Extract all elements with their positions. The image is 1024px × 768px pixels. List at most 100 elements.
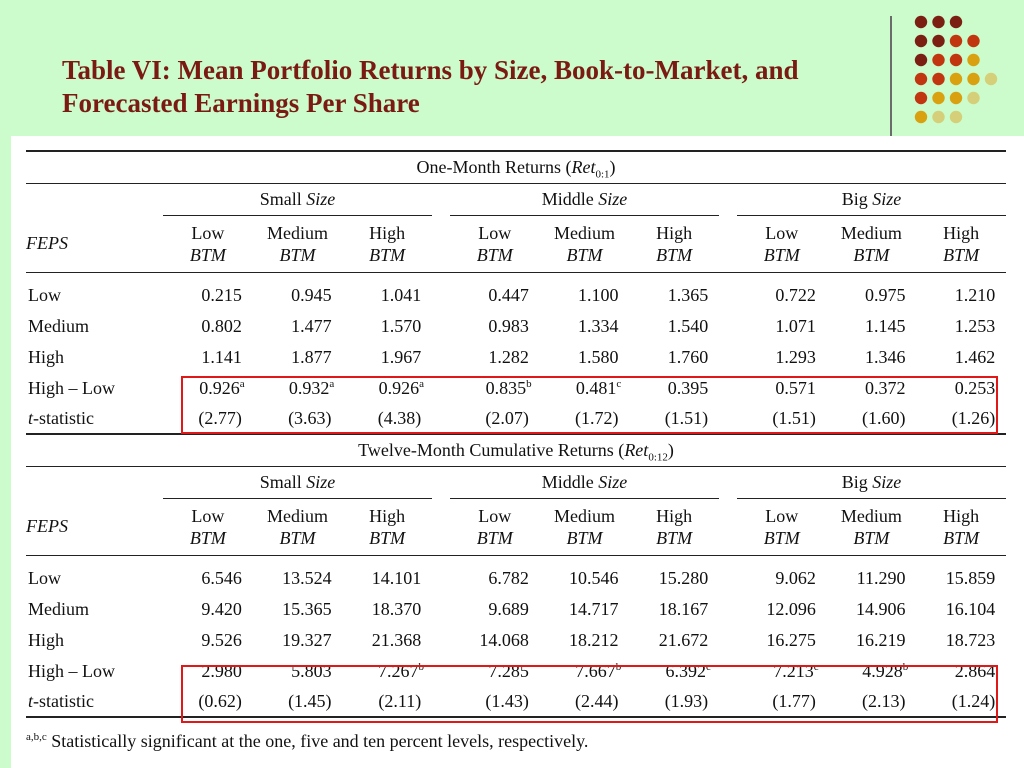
table-cell: 0.447 [450,272,540,311]
significance-mark [529,599,532,611]
significance-mark [708,378,711,390]
btm-column-top: Low [765,222,799,243]
table-cell: 1.253 [916,311,1006,342]
table-cell: (1.26) [916,404,1006,434]
spacer-cell [432,466,450,498]
decorative-dot [949,110,963,124]
decorative-dot [914,91,928,105]
significance-mark [708,568,711,580]
cell-value: 7.213 [773,661,814,681]
btm-header-row: FEPS Low BTM Medium BTM High BTM Low BTM Medium BT… [26,498,1006,556]
significance-mark [242,347,245,359]
significance-mark [816,285,819,297]
btm-column-header: High BTM [342,215,432,273]
btm-column-top: High [369,222,406,243]
cell-value: 10.546 [569,568,619,589]
size-group-header: Middle Size [449,183,719,216]
cell-value: 0.571 [775,378,816,398]
decorative-dot [949,34,963,48]
significance-mark: b [902,661,909,673]
btm-column-bottom: BTM [656,244,693,265]
table-cell: 7.285 [450,656,540,687]
significance-mark [906,599,909,611]
table-cell: 21.672 [629,625,719,656]
cell-value: (0.62) [198,691,242,711]
btm-column-header: Medium BTM [539,498,630,556]
cell-value: 1.570 [380,316,422,336]
table-cell: 1.071 [737,311,827,342]
row-label: Medium [28,316,89,336]
table-cell: 7.213c [737,656,827,687]
btm-column-top: Low [478,222,512,243]
cell-value: 1.462 [954,347,996,367]
significance-mark [619,630,622,642]
significance-mark [529,568,532,580]
spacer-cell [432,625,450,656]
significance-mark [995,408,998,420]
btm-column-top: High [943,222,980,243]
spacer-cell [432,342,450,373]
cell-value: 18.212 [569,630,619,650]
decorative-dot [949,91,963,105]
significance-mark [708,691,711,703]
spacer-cell [432,183,450,215]
btm-column-top: Low [191,222,225,243]
significance-mark: c [706,661,711,673]
table-cell: 6.546 [163,555,253,594]
decorative-dot [932,15,945,29]
significance-mark [619,316,622,328]
significance-mark [529,285,532,297]
significance-mark [529,661,532,673]
btm-column-header: High BTM [916,215,1006,273]
table-cell: (1.77) [736,687,827,718]
spacer-cell [432,555,450,594]
size-group-header: Big Size [736,466,1006,499]
significance-mark [242,661,245,673]
btm-column-bottom: BTM [656,527,693,548]
spacer-cell [719,272,737,311]
significance-mark [242,285,245,297]
table-cell: 1.477 [253,311,343,342]
btm-column-bottom: BTM [476,527,513,548]
significance-mark: a [329,378,335,390]
significance-mark [995,347,998,359]
cell-value: 0.372 [865,378,906,398]
decorative-dot [967,72,980,86]
cell-value: 0.975 [865,285,906,306]
btm-column-top: Medium [266,222,328,243]
cell-value: 16.219 [856,630,906,650]
significance-mark [708,630,711,642]
table-cell: (2.77) [163,404,253,434]
cell-value: 1.580 [578,347,619,367]
cell-value: (1.24) [951,691,996,711]
table-cell: 1.293 [737,342,827,373]
table-cell: (1.93) [629,687,719,718]
decorative-dot [932,110,945,124]
size-group-row: Small Size Middle Size Big Size [26,466,1006,499]
cell-value: 2.864 [954,661,996,681]
cell-value: 1.282 [488,347,529,367]
table-cell: 0.932a [253,373,343,404]
btm-column-top: High [369,505,406,526]
cell-value: 1.253 [954,316,996,336]
footnote: a,b,c Statistically significant at the o… [26,731,588,752]
feps-header: FEPS [26,215,163,273]
row-label: Low [28,285,61,306]
title-divider-line [890,16,892,136]
decorative-dot [914,34,928,48]
table-cell: 1.282 [450,342,540,373]
cell-value: 0.802 [201,316,242,336]
btm-column-top: High [656,222,693,243]
cell-value: 0.253 [954,378,996,398]
row-label: High [28,347,64,367]
panel-ret-label: Ret [624,439,649,460]
blank-cell [26,466,163,498]
footnote-text: Statistically significant at the one, fi… [51,731,589,751]
table-cell: (1.45) [252,687,343,718]
size-group-name: Big [841,471,868,492]
table-cell: 1.041 [342,272,432,311]
significance-mark [421,630,424,642]
spacer-cell [718,215,737,273]
significance-mark [816,568,819,580]
significance-mark: a [419,378,424,390]
